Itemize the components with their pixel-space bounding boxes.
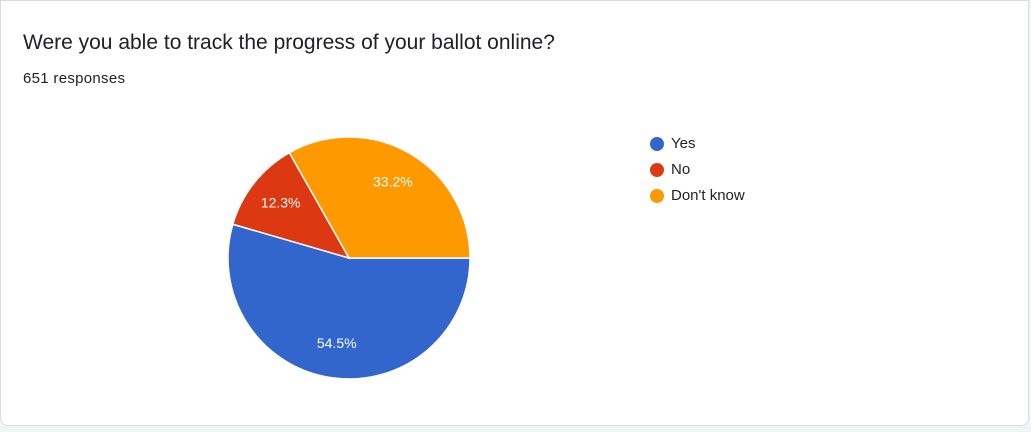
pie-slice [227,223,471,380]
legend-label: No [671,161,690,178]
legend-swatch [650,189,664,203]
pie-slice [231,151,351,260]
legend-label: Don't know [671,187,745,204]
chart-subtitle: 651 responses [23,70,126,87]
data-label: 33.2% [373,173,413,189]
legend-swatch [650,137,664,151]
chart: 54.5% 12.3% 33.2% Yes No Don't know [227,135,745,380]
legend-swatch [650,163,664,177]
data-label: 54.5% [317,335,357,351]
pie-slice [288,136,471,259]
data-label: 12.3% [261,195,301,211]
chart-title: Were you able to track the progress of y… [23,31,555,54]
legend-label: Yes [671,135,695,152]
